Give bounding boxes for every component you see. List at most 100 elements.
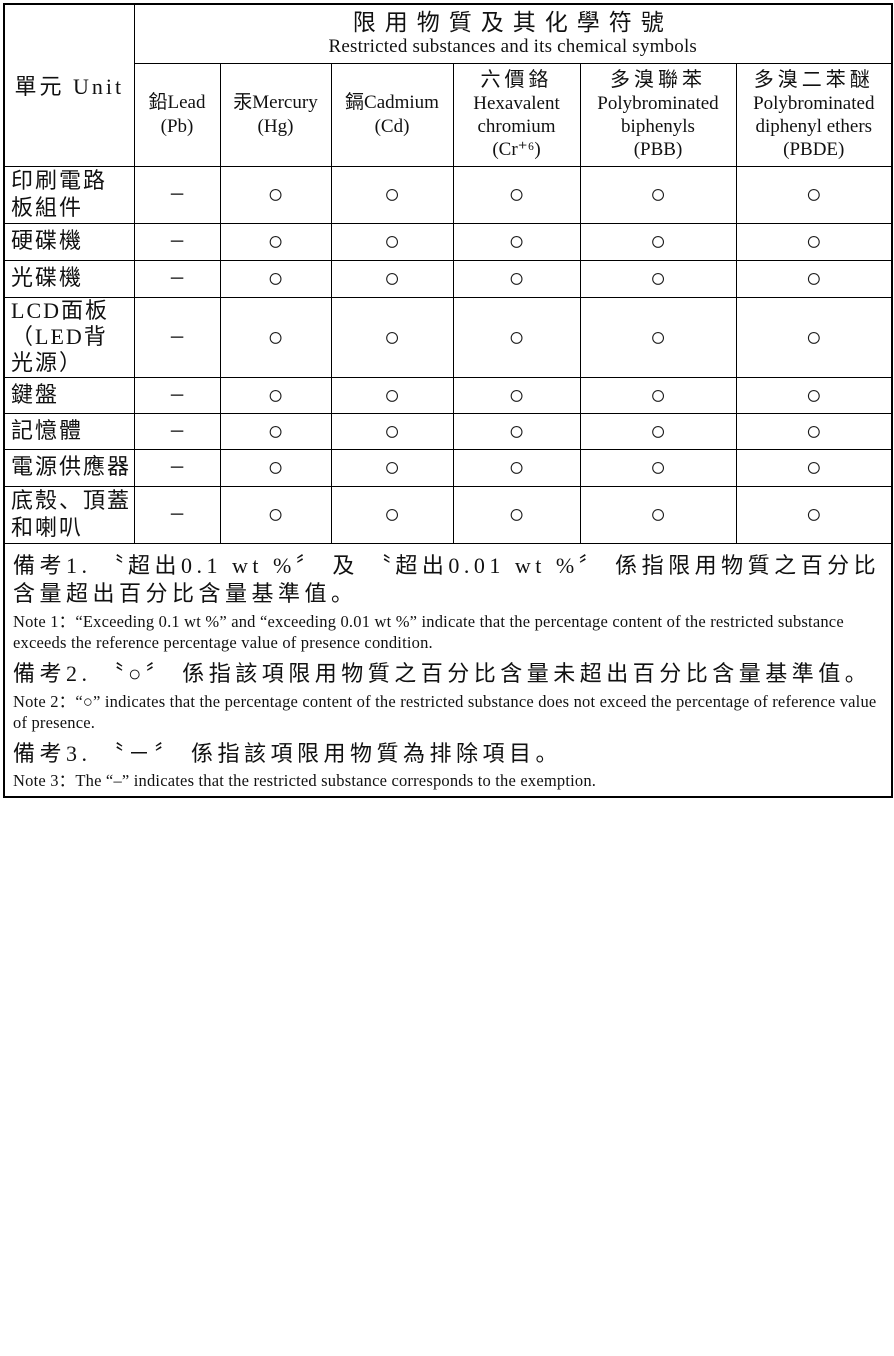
mark-cell: ○ bbox=[219, 222, 332, 261]
notes-cell: 備考1. 〝超出0.1 wt %〞 及 〝超出0.01 wt %〞 係指限用物質… bbox=[3, 542, 893, 798]
mark-cell: ○ bbox=[579, 485, 737, 544]
table-row-power-supply: 電源供應器 − ○ ○ ○ ○ ○ bbox=[3, 448, 893, 487]
mark-cell: − bbox=[133, 222, 221, 261]
table-row-memory: 記憶體 − ○ ○ ○ ○ ○ bbox=[3, 412, 893, 450]
column-header-mercury: 汞Mercury (Hg) bbox=[219, 62, 332, 167]
row-label: 光碟機 bbox=[3, 259, 135, 298]
column-header-line: 多溴二苯醚 bbox=[753, 68, 874, 91]
mark-cell: ○ bbox=[219, 448, 332, 487]
restricted-substances-header-cell: 限用物質及其化學符號 Restricted substances and its… bbox=[133, 3, 893, 64]
mark-cell: ○ bbox=[452, 296, 581, 378]
mark-cell: ○ bbox=[735, 222, 893, 261]
mark-cell: ○ bbox=[579, 296, 737, 378]
column-header-line: (Cr⁺⁶) bbox=[492, 139, 541, 161]
mark-cell: ○ bbox=[579, 448, 737, 487]
row-label: 鍵盤 bbox=[3, 376, 135, 414]
mark-cell: ○ bbox=[330, 165, 454, 224]
note2-zh: 備考2. 〝○〞 係指該項限用物質之百分比含量未超出百分比含量基準值。 bbox=[13, 661, 872, 687]
header-row-top: 單元 Unit 限用物質及其化學符號 Restricted substances… bbox=[3, 3, 893, 167]
mark-cell: ○ bbox=[219, 296, 332, 378]
mark-cell: ○ bbox=[452, 165, 581, 224]
note2-en: Note 2：“○” indicates that the percentage… bbox=[13, 691, 877, 732]
table-row-keyboard: 鍵盤 − ○ ○ ○ ○ ○ bbox=[3, 376, 893, 414]
column-header-cadmium: 鎘Cadmium (Cd) bbox=[330, 62, 454, 167]
row-label: 電源供應器 bbox=[3, 448, 135, 487]
mark-cell: ○ bbox=[330, 259, 454, 298]
mark-cell: ○ bbox=[330, 296, 454, 378]
mark-cell: ○ bbox=[330, 448, 454, 487]
mark-cell: − bbox=[133, 376, 221, 414]
mark-cell: ○ bbox=[219, 259, 332, 298]
mark-cell: ○ bbox=[735, 376, 893, 414]
column-header-line: 鉛Lead bbox=[148, 92, 206, 114]
mark-cell: ○ bbox=[735, 165, 893, 224]
mark-cell: ○ bbox=[330, 376, 454, 414]
rohs-substance-table: 單元 Unit 限用物質及其化學符號 Restricted substances… bbox=[3, 3, 894, 798]
column-header-line: Polybrominated bbox=[597, 92, 719, 114]
mark-cell: − bbox=[133, 165, 221, 224]
column-header-line: chromium bbox=[477, 116, 556, 138]
mark-cell: ○ bbox=[219, 165, 332, 224]
mark-cell: ○ bbox=[735, 412, 893, 450]
column-header-line: 鎘Cadmium bbox=[345, 92, 439, 114]
mark-cell: ○ bbox=[452, 485, 581, 544]
column-header-line: Polybrominated bbox=[753, 92, 875, 114]
mark-cell: ○ bbox=[452, 376, 581, 414]
mark-cell: ○ bbox=[735, 259, 893, 298]
column-header-line: (PBDE) bbox=[783, 139, 845, 161]
mark-cell: ○ bbox=[330, 412, 454, 450]
note1-en: Note 1：“Exceeding 0.1 wt %” and “exceedi… bbox=[13, 611, 844, 652]
mark-cell: ○ bbox=[735, 485, 893, 544]
table-row-hard-disk: 硬碟機 − ○ ○ ○ ○ ○ bbox=[3, 222, 893, 261]
column-header-line: Hexavalent bbox=[473, 92, 560, 114]
column-header-line: 多溴聯苯 bbox=[610, 68, 706, 91]
column-header-lead: 鉛Lead (Pb) bbox=[133, 62, 221, 167]
mark-cell: ○ bbox=[735, 296, 893, 378]
mark-cell: ○ bbox=[219, 412, 332, 450]
mark-cell: ○ bbox=[579, 165, 737, 224]
mark-cell: − bbox=[133, 412, 221, 450]
table-row-lcd-panel: LCD面板 （LED背 光源） − ○ ○ ○ ○ ○ bbox=[3, 296, 893, 378]
table-row-optical-drive: 光碟機 − ○ ○ ○ ○ ○ bbox=[3, 259, 893, 298]
mark-cell: ○ bbox=[735, 448, 893, 487]
note1-zh: 備考1. 〝超出0.1 wt %〞 及 〝超出0.01 wt %〞 係指限用物質… bbox=[13, 552, 881, 607]
column-header-line: (Hg) bbox=[257, 115, 294, 137]
row-label: 記憶體 bbox=[3, 412, 135, 450]
mark-cell: ○ bbox=[330, 222, 454, 261]
table-row-pcb-assembly: 印刷電路 板組件 − ○ ○ ○ ○ ○ bbox=[3, 165, 893, 224]
column-header-line: 六價鉻 bbox=[480, 68, 553, 91]
row-label: 硬碟機 bbox=[3, 222, 135, 261]
row-label: 底殼、頂蓋 和喇叭 bbox=[3, 485, 135, 544]
column-header-pbde: 多溴二苯醚 Polybrominated diphenyl ethers (PB… bbox=[735, 62, 893, 167]
column-header-line: (Cd) bbox=[374, 115, 410, 137]
row-label: LCD面板 （LED背 光源） bbox=[3, 296, 135, 378]
row-label: 印刷電路 板組件 bbox=[3, 165, 135, 224]
header-row-columns: 鉛Lead (Pb) 汞Mercury (Hg) 鎘Cadmium (Cd) 六… bbox=[4, 62, 893, 167]
mark-cell: ○ bbox=[579, 222, 737, 261]
mark-cell: ○ bbox=[219, 376, 332, 414]
note3-en: Note 3：The “–” indicates that the restri… bbox=[13, 771, 597, 791]
table-row-cover-speaker: 底殼、頂蓋 和喇叭 − ○ ○ ○ ○ ○ bbox=[3, 485, 893, 544]
mark-cell: ○ bbox=[452, 259, 581, 298]
note3-zh: 備考3. 〝－〞 係指該項限用物質為排除項目。 bbox=[13, 740, 563, 766]
column-header-pbb: 多溴聯苯 Polybrominated biphenyls (PBB) bbox=[579, 62, 737, 167]
column-header-line: diphenyl ethers bbox=[755, 116, 873, 138]
mark-cell: − bbox=[133, 485, 221, 544]
mark-cell: − bbox=[133, 259, 221, 298]
column-header-line: (PBB) bbox=[633, 139, 683, 161]
mark-cell: ○ bbox=[452, 412, 581, 450]
mark-cell: ○ bbox=[579, 412, 737, 450]
mark-cell: − bbox=[133, 448, 221, 487]
notes-row: 備考1. 〝超出0.1 wt %〞 及 〝超出0.01 wt %〞 係指限用物質… bbox=[3, 542, 893, 798]
unit-header-cell: 單元 Unit bbox=[3, 3, 135, 167]
mark-cell: ○ bbox=[330, 485, 454, 544]
mark-cell: ○ bbox=[219, 485, 332, 544]
mark-cell: ○ bbox=[452, 448, 581, 487]
mark-cell: ○ bbox=[579, 376, 737, 414]
mark-cell: ○ bbox=[452, 222, 581, 261]
column-header-hexavalent-chromium: 六價鉻 Hexavalent chromium (Cr⁺⁶) bbox=[452, 62, 581, 167]
restricted-substances-title-en: Restricted substances and its chemical s… bbox=[328, 36, 698, 58]
mark-cell: − bbox=[133, 296, 221, 378]
column-header-line: 汞Mercury bbox=[233, 92, 318, 114]
